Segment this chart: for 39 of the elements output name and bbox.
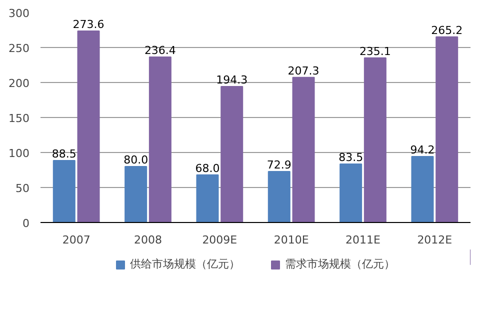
x-tick-label: 2009E [202, 234, 238, 246]
data-label: 194.3 [216, 73, 248, 86]
y-tick-label: 0 [22, 217, 30, 230]
legend-label: 需求市场规模（亿元） [285, 256, 395, 272]
y-tick-label: 200 [8, 77, 30, 90]
bar [292, 76, 315, 222]
data-label: 80.0 [124, 154, 148, 166]
x-tick-label: 2008 [134, 234, 162, 246]
x-tick-label: 2010E [274, 234, 309, 246]
data-label: 94.2 [410, 144, 435, 157]
x-tick-label: 2011E [346, 234, 381, 246]
bar [52, 160, 76, 222]
data-label: 207.3 [288, 64, 320, 78]
bar [148, 56, 172, 222]
y-tick-label: 50 [16, 182, 30, 195]
y-tick-label: 150 [8, 112, 30, 125]
bar [124, 166, 148, 222]
data-label: 235.1 [359, 44, 391, 58]
bar [411, 156, 434, 222]
data-label: 68.0 [195, 162, 220, 175]
data-label: 83.5 [338, 151, 364, 164]
bar [268, 170, 290, 222]
x-tick-label: 2012E [417, 234, 452, 246]
data-label: 72.9 [266, 158, 292, 172]
x-tick-label: 2007 [62, 234, 90, 246]
data-label: 88.5 [52, 148, 76, 161]
data-label: 236.4 [144, 44, 176, 58]
bar [340, 164, 362, 222]
bar [436, 36, 458, 222]
legend-label: 供给市场规模（亿元） [130, 256, 240, 272]
bar [196, 174, 219, 222]
bar [220, 86, 244, 222]
bar [77, 30, 100, 222]
y-tick-label: 250 [8, 42, 30, 55]
y-tick-label: 100 [8, 147, 30, 160]
data-label: 273.6 [72, 18, 104, 31]
data-label: 265.2 [431, 24, 463, 37]
y-tick-label: 300 [8, 7, 30, 20]
bar [364, 57, 386, 222]
